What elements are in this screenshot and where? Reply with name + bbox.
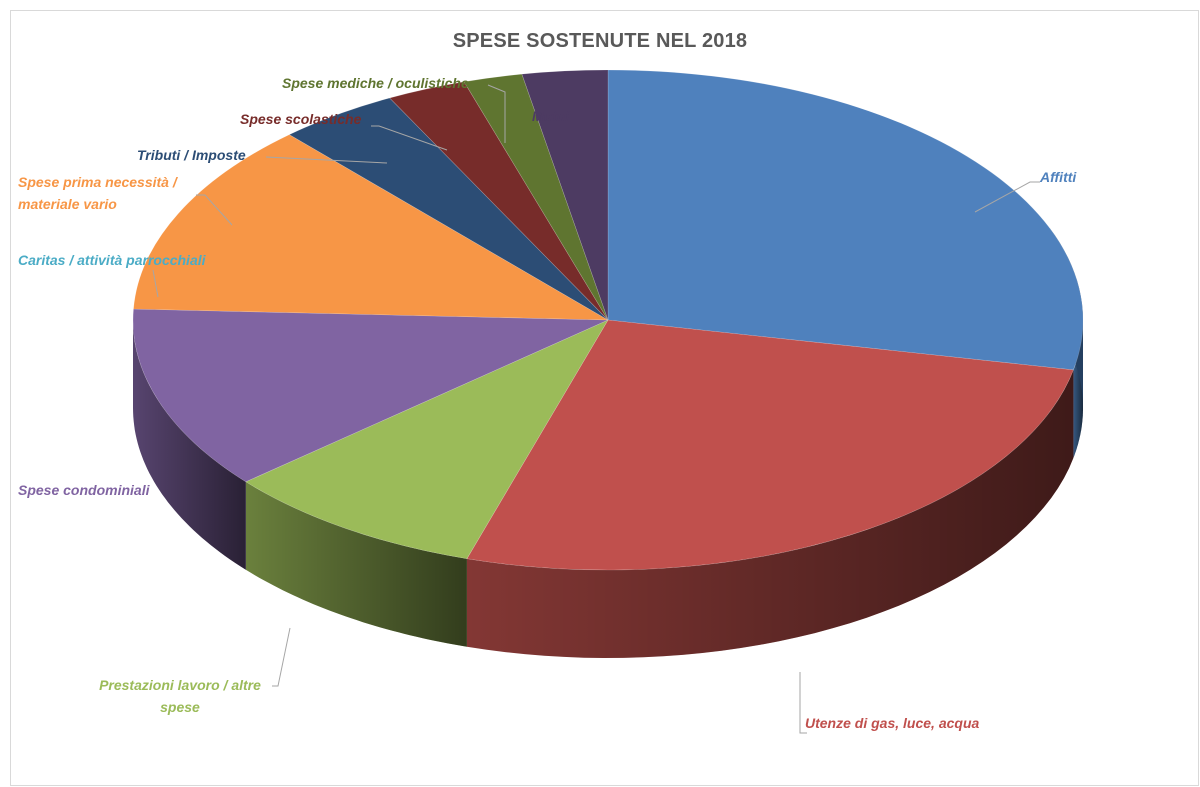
leader-line-0 (974, 181, 1040, 213)
pie-side-shade-3 (133, 320, 246, 570)
slice-label-9: Mutui (532, 108, 570, 124)
pie-slice-9 (521, 69, 609, 321)
leader-line-7 (371, 125, 448, 151)
pie-slice-3 (132, 308, 609, 483)
slice-label-5: Spese prima necessità / materiale vario (18, 174, 179, 212)
leader-line-2 (272, 627, 291, 687)
pie-slice-2 (245, 319, 609, 560)
leader-line-4 (152, 269, 159, 298)
slice-label-8: Spese mediche / oculistiche (282, 75, 469, 91)
pie-slice-7 (389, 81, 609, 321)
leader-line-6 (265, 156, 388, 164)
leader-line-8 (487, 84, 506, 143)
pie-slice-5 (133, 134, 609, 321)
slice-label-7: Spese scolastiche (240, 111, 362, 127)
pie-slice-0 (607, 69, 1084, 371)
leader-line-1 (799, 672, 807, 734)
slice-label-2: Prestazioni lavoro / altre spese (99, 677, 261, 715)
chart-title: SPESE SOSTENUTE NEL 2018 (452, 30, 748, 52)
pie-side-shade-2 (245, 481, 467, 647)
pie-side-shade-1 (466, 369, 1074, 658)
slice-label-6: Tributi / Imposte (137, 147, 246, 163)
pie-slice-8 (463, 73, 609, 321)
slice-label-0: Affitti (1039, 169, 1077, 185)
leader-line-5 (196, 194, 233, 226)
slice-label-4: Caritas / attività parrocchiali (18, 252, 207, 268)
pie-slice-1 (466, 319, 1074, 571)
slice-label-1: Utenze di gas, luce, acqua (805, 715, 979, 731)
pie-slice-6 (288, 97, 609, 321)
slice-label-3: Spese condominiali (18, 482, 151, 498)
